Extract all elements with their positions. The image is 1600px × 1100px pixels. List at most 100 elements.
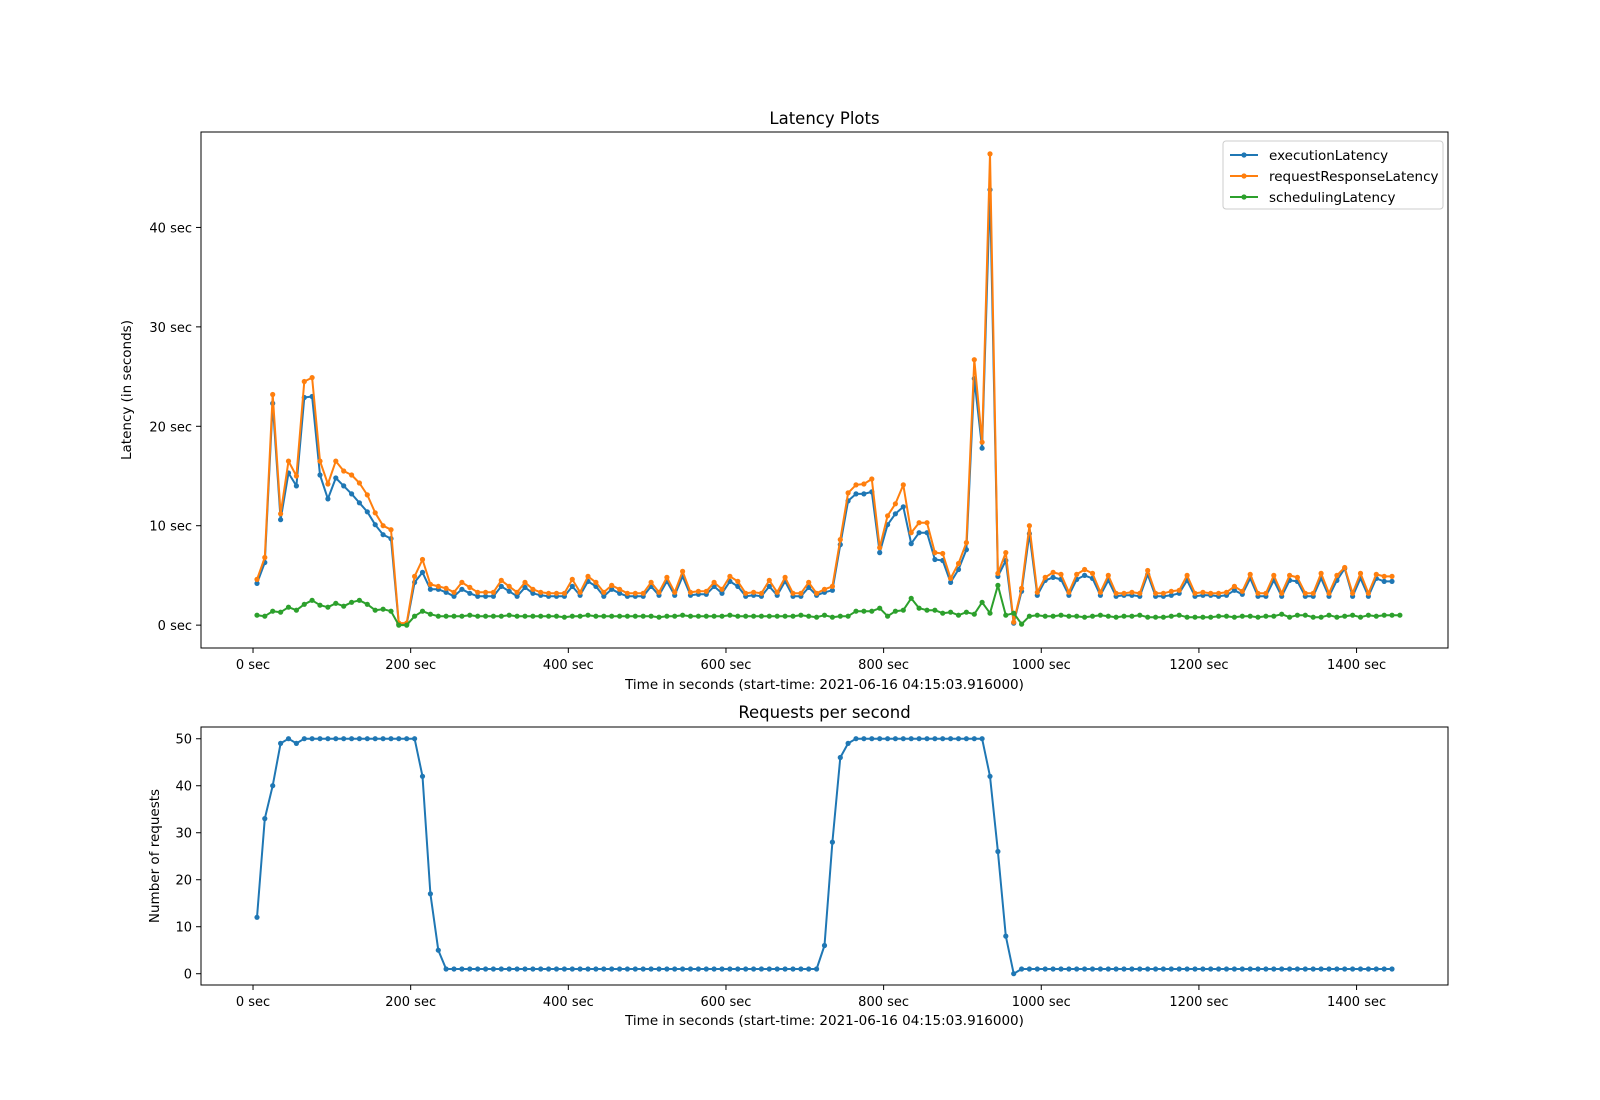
requestResponseLatency-point [617,586,623,592]
requestResponseLatency-point [1129,589,1135,595]
schedulingLatency-point [1310,614,1316,620]
requests-point [1026,966,1032,972]
schedulingLatency-point [1208,614,1214,620]
requests-point [577,966,583,972]
executionLatency-point [475,593,481,599]
requests-point [955,736,962,742]
schedulingLatency-point [293,607,299,613]
schedulingLatency-point [814,614,820,620]
schedulingLatency-point [459,613,465,619]
requestResponseLatency-point [806,579,812,586]
schedulingLatency-point [1255,614,1261,620]
schedulingLatency-point [1357,614,1364,620]
requests-point [1318,966,1324,972]
requests-point [483,966,489,972]
requestResponseLatency-point [1082,566,1088,573]
schedulingLatency-point [1121,613,1127,619]
requests-point [1381,966,1387,972]
requests-point [1271,966,1277,972]
requests-point [948,736,954,742]
requestResponseLatency-point [948,575,954,582]
schedulingLatency-point [924,607,930,613]
schedulingLatency-point [916,605,922,611]
requestResponseLatency-point [514,589,520,595]
legend-marker [1241,194,1247,200]
requestResponseLatency-point [711,579,717,586]
requestResponseLatency-point [577,589,583,595]
requestResponseLatency-point [1200,589,1206,595]
requestResponseLatency-point [766,577,772,584]
requestResponseLatency-point [1176,587,1182,593]
requests-point [364,736,370,742]
requestResponseLatency-point [1342,564,1348,571]
requests-point [356,736,362,742]
requestResponseLatency-point [1145,567,1151,574]
schedulingLatency-point [601,613,607,619]
requests-point [372,736,378,742]
requests-point [1255,966,1261,972]
schedulingLatency-point [719,613,725,619]
requestResponseLatency-point [1389,573,1395,580]
requests-point [617,966,623,972]
requestResponseLatency-point [1089,570,1096,577]
requestResponseLatency-point [609,582,615,589]
requestResponseLatency-point [1334,572,1340,579]
requests-point [1231,966,1237,972]
executionLatency-point [1381,578,1387,585]
schedulingLatency-point [553,613,560,619]
schedulingLatency-point [680,612,686,618]
schedulingLatency-point [577,613,583,619]
schedulingLatency-point [1066,613,1072,619]
requestResponseLatency-point [467,584,473,591]
requests-point [1294,966,1300,972]
requestResponseLatency-point [553,590,560,596]
x-tick-label: 1000 sec [1012,658,1071,673]
requestResponseLatency-point [309,375,315,381]
requestResponseLatency-point [853,482,859,488]
requests-point [963,736,970,742]
requestResponseLatency-point [1247,571,1253,578]
executionLatency-point [333,475,339,481]
executionLatency-point [719,590,725,596]
requests-point [301,736,307,742]
requestResponseLatency-point [798,590,804,596]
schedulingLatency-point [1365,612,1371,618]
executionLatency-point [979,445,985,451]
requests-point [333,736,339,742]
requests-point [1373,966,1379,972]
schedulingLatency-point [506,612,512,618]
requests-point [687,966,694,972]
requestResponseLatency-point [995,570,1001,577]
requests-point [1200,966,1206,972]
requestResponseLatency-point [585,573,591,580]
schedulingLatency-point [751,613,757,619]
requests-point [1137,966,1143,972]
schedulingLatency-point [1153,614,1159,620]
schedulingLatency-point [451,613,457,619]
latency-y-axis-label: Latency (in seconds) [119,320,135,460]
requestResponseLatency-point [1365,590,1371,596]
requestResponseLatency-point [333,458,339,464]
schedulingLatency-point [1089,613,1096,619]
requests-point [837,754,843,761]
schedulingLatency-point [1058,612,1064,618]
requestResponseLatency-point [1011,619,1017,625]
requests-point [293,740,299,747]
requestResponseLatency-point [522,579,528,586]
executionLatency-point [892,511,899,517]
requestResponseLatency-point [475,589,481,595]
schedulingLatency-point [1105,613,1111,619]
latency-panel: Latency Plots 0 sec 200 sec 400 sec 600 sec 8… [119,109,1449,693]
requestResponseLatency-point [561,590,568,596]
requests-point [278,740,284,747]
requests-point [396,736,402,742]
requestResponseLatency-point [837,537,843,543]
requestResponseLatency-point [1113,590,1119,596]
executionLatency-point [806,584,812,591]
requestResponseLatency-point [364,492,370,498]
x-tick-label: 400 sec [543,995,594,1010]
requestResponseLatency-point [435,583,441,590]
executionLatency-point [451,593,457,599]
schedulingLatency-point [467,612,473,618]
requests-point [624,966,631,972]
